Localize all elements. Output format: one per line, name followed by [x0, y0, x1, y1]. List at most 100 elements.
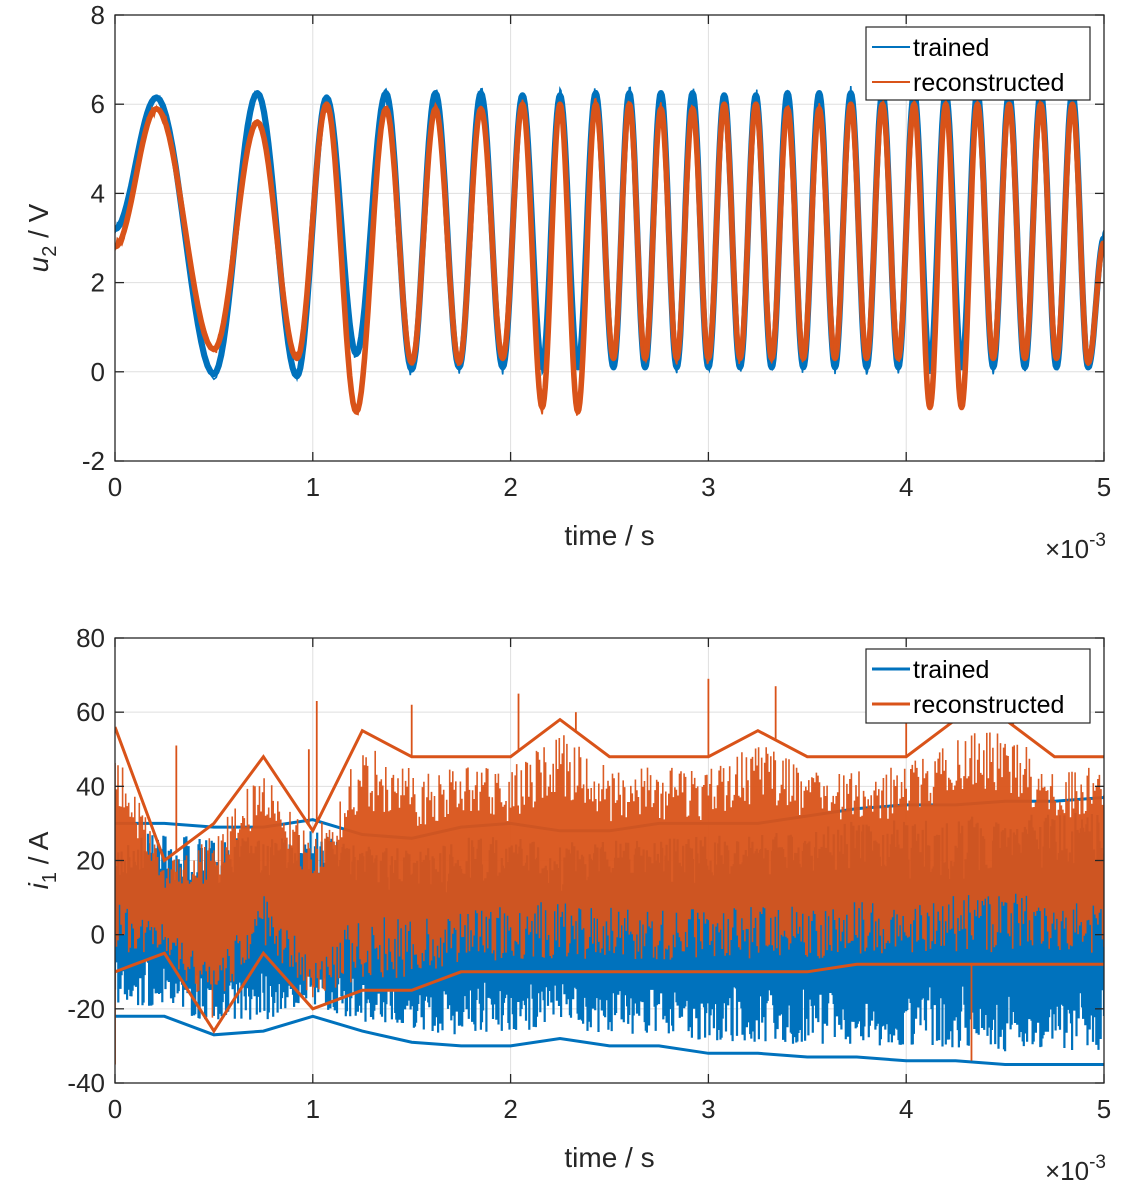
series-reconstructed-point [738, 356, 742, 360]
series-trained-point [501, 365, 505, 369]
series-reconstructed-point [691, 107, 695, 111]
x-tick-label: 3 [701, 1094, 715, 1124]
series-reconstructed-point [155, 107, 159, 111]
series-reconstructed-point [611, 356, 615, 360]
series-trained-point [1023, 365, 1027, 369]
x-exponent: ×10-3 [1045, 1152, 1106, 1180]
series-reconstructed-point [384, 107, 388, 111]
series-reconstructed-point [1086, 361, 1090, 365]
legend-box [865, 26, 1091, 101]
y-tick-label: -20 [67, 994, 105, 1024]
series-reconstructed-point [849, 102, 853, 106]
y-tick-label: -40 [67, 1068, 105, 1098]
series-trained-point [457, 365, 461, 369]
y-tick-label: 20 [76, 846, 105, 876]
legend: trained reconstructed [865, 26, 1091, 101]
x-axis-label: time / s [564, 1142, 654, 1173]
x-axis-label: time / s [564, 520, 654, 551]
x-tick-label: 4 [899, 472, 913, 502]
series-reconstructed-point [801, 356, 805, 360]
series-reconstructed-point [1039, 102, 1043, 106]
series-trained-point [295, 374, 299, 378]
series-trained-point [1086, 365, 1090, 369]
series-reconstructed-point [991, 356, 995, 360]
axes: 0 1 2 3 4 5 -40 -20 0 20 40 60 80 time / s ×10-3 i1 / A [23, 623, 1111, 1180]
series-reconstructed-point [754, 102, 758, 106]
y-tick-label: 60 [76, 697, 105, 727]
series-reconstructed-point [325, 102, 329, 106]
legend-label-reconstructed: reconstructed [913, 69, 1064, 97]
series-trained-point [558, 93, 562, 97]
x-tick-label: 1 [306, 472, 320, 502]
y-tick-label: 6 [91, 89, 105, 119]
series-reconstructed-point [354, 410, 358, 414]
series-reconstructed-point [960, 405, 964, 409]
y-tick-label: 80 [76, 623, 105, 653]
x-tick-label: 2 [503, 1094, 517, 1124]
series-reconstructed-point [770, 356, 774, 360]
series-trained-point [1055, 365, 1059, 369]
series-reconstructed-point [433, 107, 437, 111]
legend-label-reconstructed: reconstructed [913, 691, 1064, 719]
series-trained-point [991, 365, 995, 369]
x-tick-label: 5 [1097, 1094, 1111, 1124]
y-tick-label: 4 [91, 178, 105, 208]
series-trained-point [833, 365, 837, 369]
series-reconstructed-point [833, 356, 837, 360]
series-reconstructed-band [115, 732, 1104, 1018]
series-reconstructed-point [627, 102, 631, 106]
series-reconstructed-point [540, 405, 544, 409]
series-trained-point [325, 96, 329, 100]
x-tick-label: 5 [1097, 472, 1111, 502]
series-reconstructed-point [865, 356, 869, 360]
x-exponent: ×10-3 [1045, 530, 1106, 564]
series-trained-point [691, 91, 695, 95]
series-trained-point [255, 91, 259, 95]
series-reconstructed-point [786, 107, 790, 111]
axes-box [114, 14, 1105, 462]
series-trained-point [675, 365, 679, 369]
series-trained-point [520, 93, 524, 97]
series-trained-point [643, 365, 647, 369]
series-trained-point [817, 91, 821, 95]
series-trained-point [896, 365, 900, 369]
series-reconstructed-point [295, 356, 299, 360]
series-reconstructed-point [675, 356, 679, 360]
series-reconstructed-point [817, 107, 821, 111]
x-tick-label: 2 [503, 472, 517, 502]
series-trained-point [479, 91, 483, 95]
series-reconstructed-point [928, 405, 932, 409]
series-trained-point [540, 365, 544, 369]
series-trained-point [722, 93, 726, 97]
series-trained-point [754, 93, 758, 97]
legend-label-trained: trained [913, 34, 989, 62]
chart-i1: 0 1 2 3 4 5 -40 -20 0 20 40 60 80 time / s ×10-3 i1 / A… [23, 623, 1111, 1180]
series-trained-point [611, 365, 615, 369]
series-trained-point [849, 91, 853, 95]
y-axis-label: u2 / V [23, 203, 61, 272]
series-trained-point [786, 91, 790, 95]
series-reconstructed-lower [115, 950, 1104, 1034]
series-reconstructed-point [501, 356, 505, 360]
series-trained-point [738, 365, 742, 369]
legend: trained reconstructed [865, 648, 1091, 724]
y-tick-label: 8 [91, 0, 105, 30]
series-reconstructed-point [1070, 102, 1074, 106]
y-tick-label: 0 [91, 920, 105, 950]
series-reconstructed-upper [115, 717, 1104, 863]
series-trained-point [384, 91, 388, 95]
series-reconstructed-point [643, 356, 647, 360]
series-reconstructed-point [576, 410, 580, 414]
series-trained-point [928, 365, 932, 369]
x-tick-label: 0 [108, 1094, 122, 1124]
series-trained-point [433, 91, 437, 95]
series-trained-point [706, 365, 710, 369]
series-reconstructed-ripple [115, 97, 1104, 416]
series-trained-point [576, 365, 580, 369]
series-reconstructed-point [520, 102, 524, 106]
series-trained-point [627, 91, 631, 95]
series-reconstructed-point [912, 102, 916, 106]
series-reconstructed-point [659, 107, 663, 111]
x-tick-label: 0 [108, 472, 122, 502]
